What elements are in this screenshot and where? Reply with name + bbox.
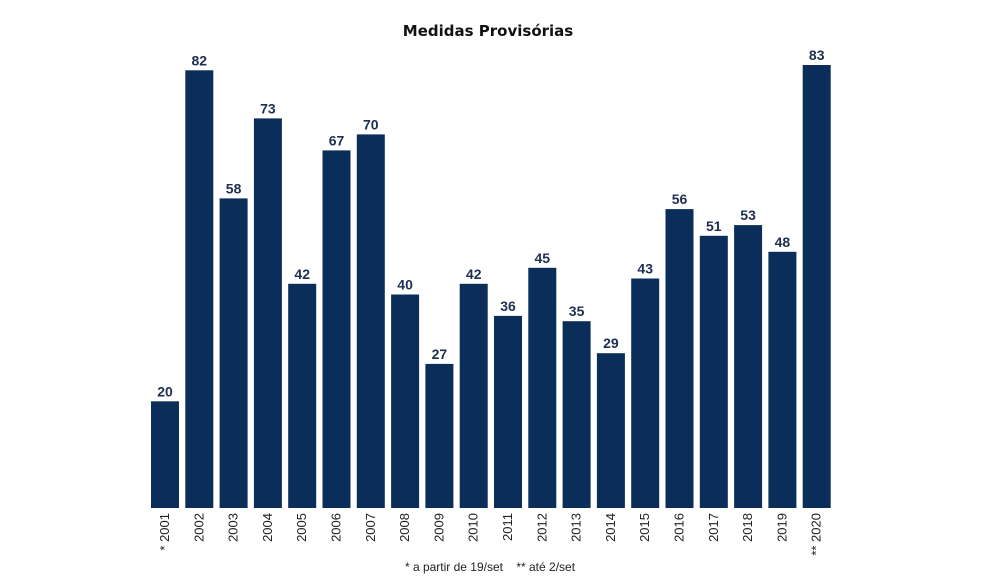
bar-2017 <box>699 235 728 509</box>
bars-group <box>151 65 831 509</box>
x-tick-label: 2010 <box>466 513 481 542</box>
value-label: 67 <box>329 132 345 148</box>
value-label: 48 <box>775 234 791 250</box>
value-label: 45 <box>535 250 551 266</box>
bar-2007 <box>356 134 385 508</box>
bar-2012 <box>528 267 557 508</box>
x-tick-label: 2012 <box>534 513 549 542</box>
bar-2014 <box>596 353 625 508</box>
bar-2015 <box>631 278 660 508</box>
value-label: 20 <box>157 383 173 399</box>
x-tick-label: 2018 <box>740 513 755 542</box>
x-tick-label: 2009 <box>431 513 446 542</box>
x-tick-label: 2019 <box>774 513 789 542</box>
value-label: 40 <box>397 277 413 293</box>
value-label: 51 <box>706 218 722 234</box>
x-tick-label: ** 2020 <box>809 513 824 556</box>
value-label: 27 <box>432 346 448 362</box>
bar-2005 <box>288 283 317 508</box>
bar-2019 <box>768 251 797 509</box>
value-label: 73 <box>260 100 276 116</box>
x-tick-label: 2005 <box>294 513 309 542</box>
value-label: 56 <box>672 191 688 207</box>
x-tick-label: * 2001 <box>157 513 172 551</box>
value-label: 53 <box>740 207 756 223</box>
x-tick-label: 2017 <box>706 513 721 542</box>
x-tick-label: 2003 <box>226 513 241 542</box>
bar-2020 <box>802 65 831 508</box>
chart-title: Medidas Provisórias <box>403 22 573 40</box>
bar-2003 <box>219 198 248 508</box>
value-label: 83 <box>809 47 825 63</box>
x-tick-label: 2007 <box>363 513 378 542</box>
footnote: * a partir de 19/set ** até 2/set <box>405 560 576 574</box>
x-tick-label: 2014 <box>603 513 618 542</box>
bar-2013 <box>562 321 591 508</box>
bar-2018 <box>734 225 763 508</box>
x-tick-label: 2004 <box>260 513 275 542</box>
value-label: 42 <box>466 266 482 282</box>
value-label: 70 <box>363 116 379 132</box>
value-label: 43 <box>637 261 653 277</box>
x-tick-label: 2006 <box>329 513 344 542</box>
x-tick-label: 2002 <box>191 513 206 542</box>
value-label: 58 <box>226 180 242 196</box>
value-label: 82 <box>192 52 208 68</box>
x-tick-label: 2015 <box>637 513 652 542</box>
bar-2009 <box>425 363 454 508</box>
bar-2002 <box>185 70 214 509</box>
value-labels-group: 20 82 58 73 42 67 70 40 27 42 36 45 35 29 43 56 51 53 48 83 <box>157 47 824 399</box>
bar-2016 <box>665 209 694 508</box>
x-tick-label: 2011 <box>500 513 515 541</box>
value-label: 36 <box>500 298 516 314</box>
value-label: 35 <box>569 303 585 319</box>
bar-2010 <box>459 283 488 508</box>
bar-2006 <box>322 150 351 508</box>
bar-2008 <box>391 294 420 508</box>
x-tick-label: 2013 <box>569 513 584 542</box>
x-tick-label: 2008 <box>397 513 412 542</box>
value-label: 29 <box>603 335 619 351</box>
bar-2011 <box>494 315 522 508</box>
bar-2001 <box>151 401 179 508</box>
x-tick-label: 2016 <box>672 513 687 542</box>
value-label: 42 <box>294 266 310 282</box>
x-tick-labels-group: * 2001 2002 2003 2004 2005 2006 2007 2008 2009 20… <box>157 513 824 556</box>
bar-2004 <box>253 118 282 509</box>
